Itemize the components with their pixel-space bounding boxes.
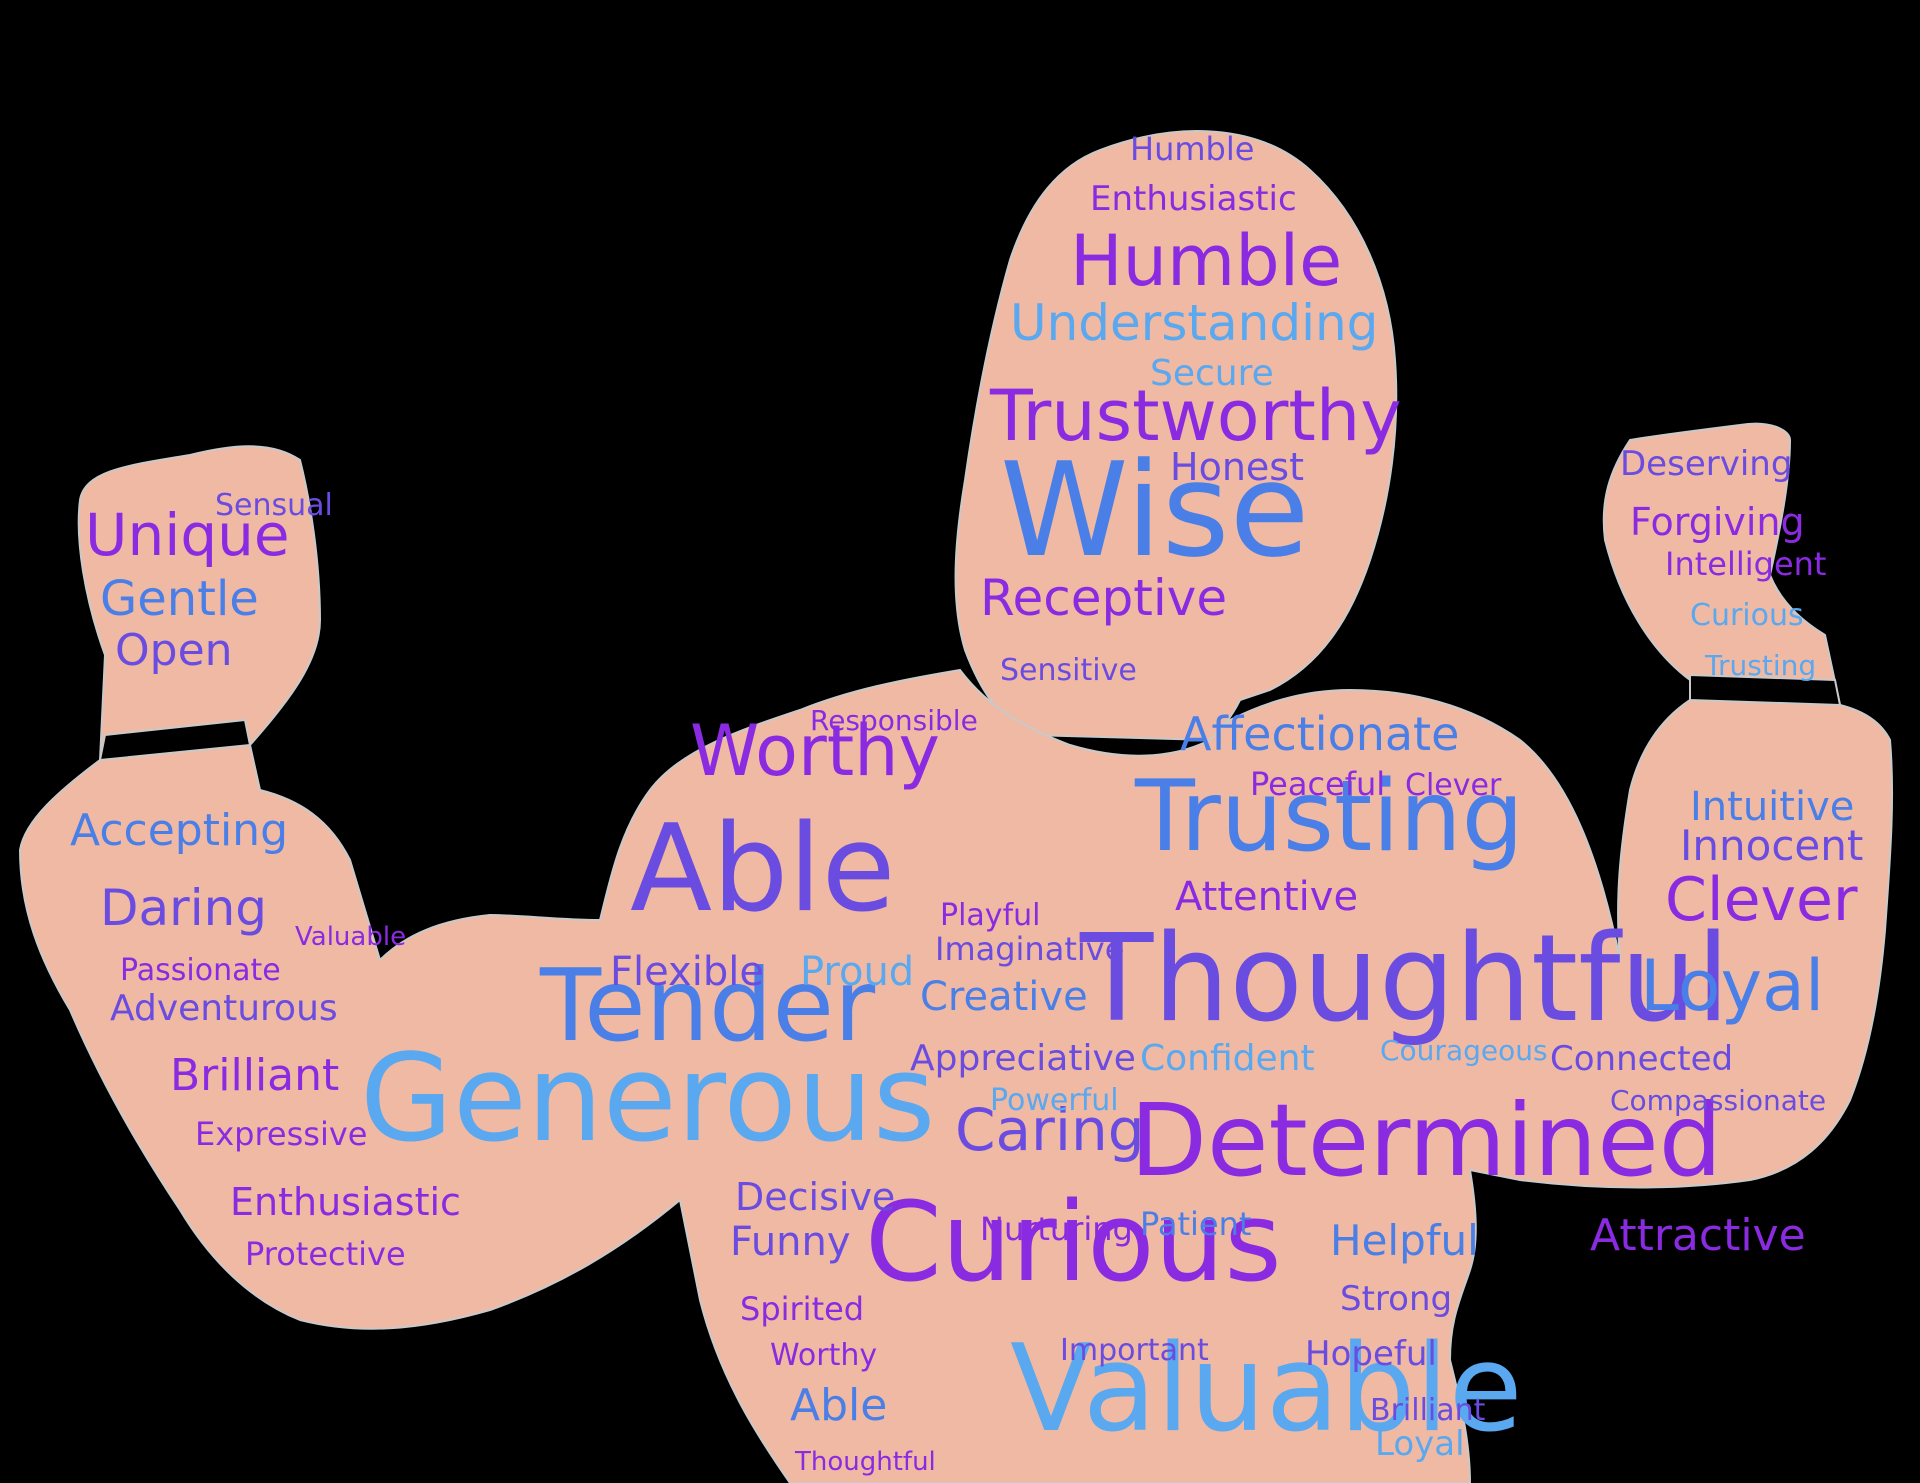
word-trusting: Trusting [1704,649,1816,682]
word-humble: Humble [1130,130,1254,168]
word-forgiving: Forgiving [1630,500,1805,544]
word-brilliant: Brilliant [170,1050,339,1101]
word-passionate: Passionate [120,953,281,988]
word-creative: Creative [920,974,1088,1020]
word-attentive: Attentive [1175,874,1358,920]
word-caring: Caring [955,1096,1145,1164]
word-intelligent: Intelligent [1665,545,1826,583]
word-intuitive: Intuitive [1690,784,1854,830]
word-deserving: Deserving [1620,444,1792,484]
word-playful: Playful [940,898,1040,933]
word-trustworthy: Trustworthy [989,375,1402,457]
word-proud: Proud [800,949,914,995]
word-sensitive: Sensitive [1000,653,1137,688]
word-powerful: Powerful [990,1083,1119,1118]
word-worthy: Worthy [690,710,940,792]
word-affectionate: Affectionate [1180,707,1459,761]
word-thoughtful: Thoughtful [1079,910,1730,1049]
word-worthy: Worthy [770,1338,877,1373]
word-enthusiastic: Enthusiastic [230,1180,461,1224]
word-innocent: Innocent [1680,821,1863,870]
word-curious: Curious [865,1178,1282,1306]
word-valuable: Valuable [1010,1320,1523,1459]
word-funny: Funny [730,1219,851,1265]
word-important: Important [1060,1333,1209,1368]
word-peaceful: Peaceful [1250,765,1385,803]
word-open: Open [115,625,233,676]
word-determined: Determined [1130,1082,1722,1199]
word-curious: Curious [1690,598,1804,633]
word-valuable: Valuable [295,922,406,952]
person-silhouette [18,130,1894,1483]
head-shape [954,130,1398,742]
word-adventurous: Adventurous [110,988,338,1029]
word-daring: Daring [100,879,267,937]
word-trusting: Trusting [1134,760,1524,874]
word-helpful: Helpful [1330,1216,1479,1265]
word-connected: Connected [1550,1039,1733,1079]
word-humble: Humble [1070,220,1342,302]
word-gentle: Gentle [100,571,259,627]
left-cuff [98,718,252,762]
word-able: Able [630,800,895,939]
word-tender: Tender [539,947,876,1064]
word-confident: Confident [1140,1038,1315,1079]
body-shape [18,422,1894,1483]
word-protective: Protective [245,1235,406,1273]
word-generous: Generous [360,1030,935,1169]
word-patient: Patient [1140,1205,1251,1243]
word-clever: Clever [1665,865,1858,935]
word-able: Able [790,1380,887,1431]
word-wise: Wise [1000,434,1310,586]
word-understanding: Understanding [1010,294,1378,352]
word-expressive: Expressive [195,1115,367,1153]
word-hopeful: Hopeful [1305,1334,1437,1374]
right-cuff [1689,673,1842,707]
word-sensual: Sensual [215,488,333,523]
word-accepting: Accepting [70,805,288,856]
word-brilliant: Brilliant [1370,1393,1486,1428]
word-imaginative: Imaginative [935,930,1124,968]
word-courageous: Courageous [1380,1034,1548,1067]
word-loyal: Loyal [1640,945,1824,1027]
word-strong: Strong [1340,1279,1452,1319]
word-flexible: Flexible [610,949,764,995]
word-responsible: Responsible [810,704,978,737]
word-receptive: Receptive [980,569,1227,627]
word-thoughtful: Thoughtful [794,1447,936,1477]
word-loyal: Loyal [1375,1424,1465,1464]
word-attractive: Attractive [1590,1210,1806,1261]
word-nurturing: Nurturing [980,1210,1133,1248]
word-honest: Honest [1170,445,1304,489]
word-clever: Clever [1405,768,1502,803]
word-secure: Secure [1150,353,1274,394]
word-decisive: Decisive [735,1175,895,1219]
word-compassionate: Compassionate [1610,1084,1826,1117]
word-appreciative: Appreciative [910,1038,1136,1079]
word-cloud: HumbleEnthusiasticHumbleUnderstandingSec… [70,130,1863,1477]
word-unique: Unique [85,501,290,569]
word-spirited: Spirited [740,1290,864,1328]
word-enthusiastic: Enthusiastic [1090,179,1297,219]
